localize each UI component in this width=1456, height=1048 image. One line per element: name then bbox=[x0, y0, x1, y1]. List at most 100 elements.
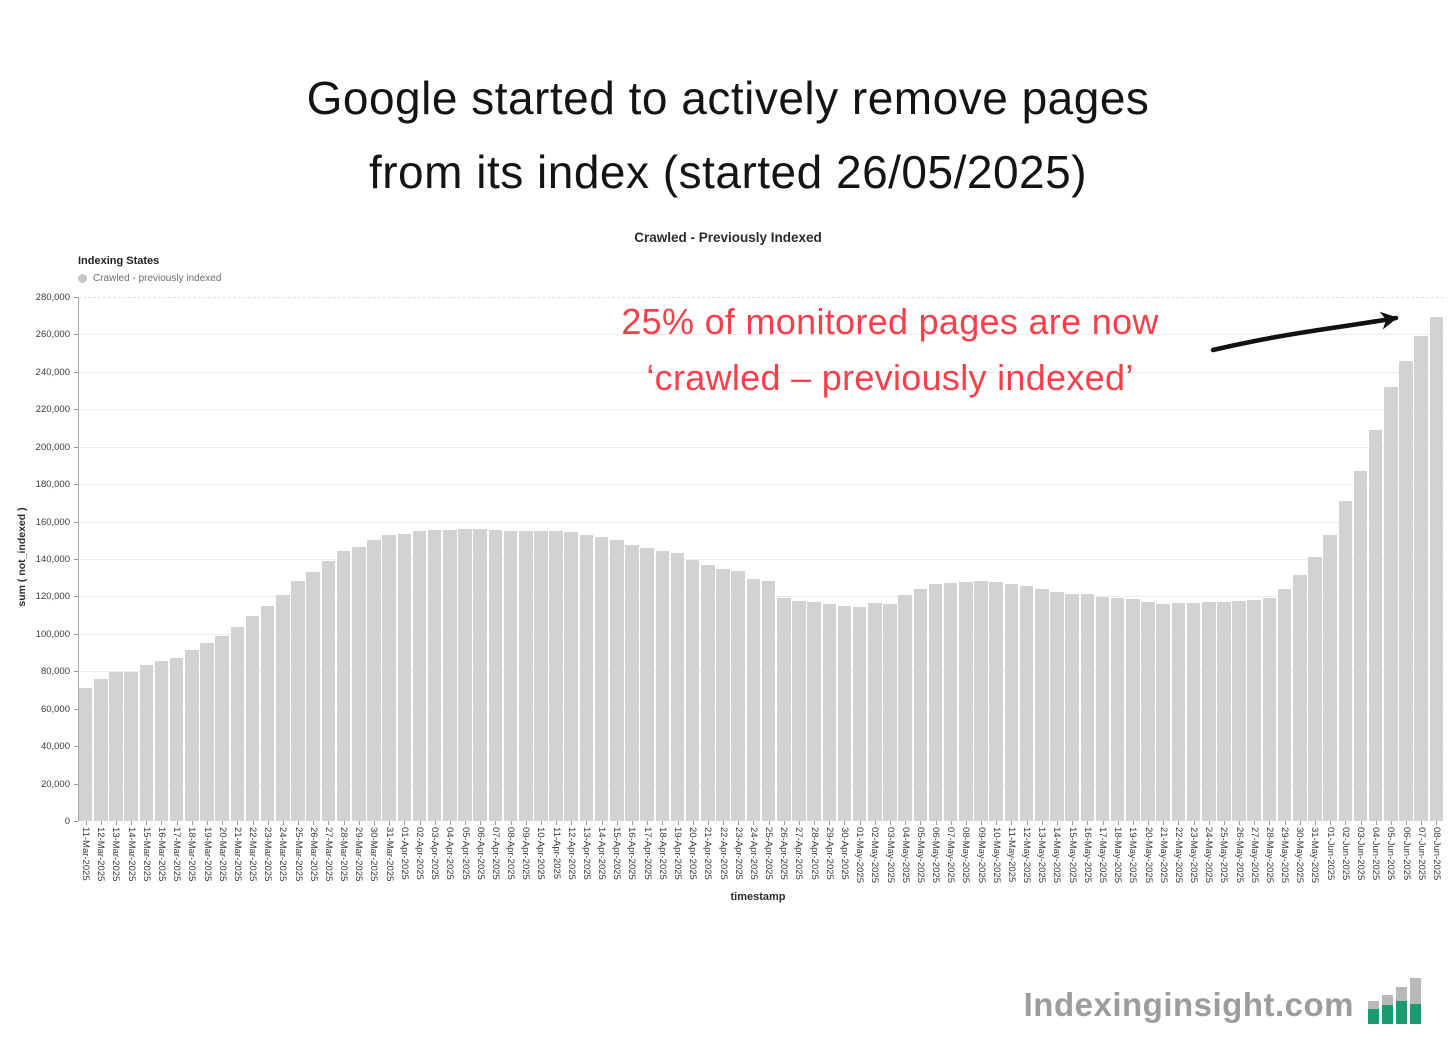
bar[interactable] bbox=[943, 583, 958, 821]
bar[interactable] bbox=[1399, 360, 1413, 821]
bar[interactable] bbox=[1247, 600, 1262, 821]
bar[interactable] bbox=[78, 688, 93, 821]
bar[interactable] bbox=[518, 530, 533, 821]
bar[interactable] bbox=[412, 530, 427, 821]
bar[interactable] bbox=[868, 602, 882, 821]
bar[interactable] bbox=[852, 606, 867, 821]
bar[interactable] bbox=[473, 529, 487, 821]
bar[interactable] bbox=[367, 540, 381, 821]
bar[interactable] bbox=[443, 529, 457, 821]
bar[interactable] bbox=[640, 547, 654, 821]
bar[interactable] bbox=[974, 581, 988, 821]
bar[interactable] bbox=[1293, 574, 1307, 821]
bar[interactable] bbox=[579, 534, 594, 821]
brand-link[interactable]: Indexinginsight.com bbox=[1023, 986, 1354, 1023]
bar[interactable] bbox=[185, 649, 199, 821]
bar[interactable] bbox=[959, 582, 973, 821]
bar[interactable] bbox=[610, 540, 624, 821]
x-axis-tick bbox=[571, 821, 573, 825]
bar[interactable] bbox=[594, 537, 609, 821]
bar[interactable] bbox=[883, 603, 897, 821]
bar[interactable] bbox=[1232, 601, 1246, 821]
bar[interactable] bbox=[655, 550, 670, 821]
bar[interactable] bbox=[1201, 602, 1216, 821]
bar[interactable] bbox=[1308, 557, 1322, 821]
bar[interactable] bbox=[1126, 599, 1140, 821]
bar[interactable] bbox=[503, 530, 518, 821]
bar[interactable] bbox=[670, 553, 685, 821]
bar[interactable] bbox=[1035, 588, 1049, 821]
bar[interactable] bbox=[1429, 316, 1444, 821]
bar[interactable] bbox=[124, 672, 138, 821]
bar[interactable] bbox=[898, 594, 912, 821]
bar[interactable] bbox=[260, 605, 275, 821]
bar[interactable] bbox=[761, 580, 776, 821]
bar[interactable] bbox=[93, 678, 108, 821]
bar[interactable] bbox=[382, 534, 396, 821]
bar[interactable] bbox=[746, 578, 761, 821]
x-axis-tick-label: 17-Mar-2025 bbox=[171, 827, 183, 882]
bar[interactable] bbox=[306, 572, 321, 821]
bar[interactable] bbox=[534, 530, 548, 821]
bar[interactable] bbox=[321, 560, 336, 821]
bar[interactable] bbox=[776, 598, 791, 821]
x-axis-tick-label: 08-Jun-2025 bbox=[1430, 827, 1442, 881]
bar[interactable] bbox=[1110, 598, 1125, 821]
bar[interactable] bbox=[245, 616, 260, 821]
gridline bbox=[78, 783, 1444, 785]
bar[interactable] bbox=[230, 627, 245, 821]
bar[interactable] bbox=[1384, 386, 1398, 821]
bar[interactable] bbox=[352, 546, 366, 821]
bar[interactable] bbox=[1050, 591, 1064, 821]
bar[interactable] bbox=[427, 529, 442, 821]
bar[interactable] bbox=[1323, 534, 1337, 821]
bar[interactable] bbox=[1095, 597, 1110, 821]
bar[interactable] bbox=[716, 569, 730, 821]
bar[interactable] bbox=[792, 601, 806, 821]
bar[interactable] bbox=[1080, 593, 1095, 821]
x-axis-tick-label: 24-Apr-2025 bbox=[747, 827, 759, 880]
bar[interactable] bbox=[701, 564, 715, 821]
bar[interactable] bbox=[1004, 584, 1019, 821]
bar[interactable] bbox=[1368, 429, 1383, 821]
bar[interactable] bbox=[215, 635, 229, 821]
bar[interactable] bbox=[458, 529, 472, 821]
x-axis-tick-label: 12-Apr-2025 bbox=[565, 827, 577, 880]
bar[interactable] bbox=[625, 544, 639, 821]
bar[interactable] bbox=[807, 602, 821, 821]
bar[interactable] bbox=[1353, 471, 1368, 821]
bar[interactable] bbox=[1171, 602, 1186, 821]
bar[interactable] bbox=[1338, 500, 1353, 821]
bar[interactable] bbox=[1414, 336, 1428, 821]
bar[interactable] bbox=[200, 643, 214, 821]
bar[interactable] bbox=[397, 533, 412, 821]
bar[interactable] bbox=[154, 660, 169, 821]
bar[interactable] bbox=[913, 588, 928, 821]
bar[interactable] bbox=[488, 529, 503, 821]
bar[interactable] bbox=[1217, 602, 1231, 821]
bar[interactable] bbox=[291, 580, 305, 821]
bar[interactable] bbox=[1065, 593, 1079, 821]
bar[interactable] bbox=[336, 550, 351, 821]
bar[interactable] bbox=[1156, 603, 1170, 821]
bar[interactable] bbox=[837, 605, 852, 821]
bar[interactable] bbox=[731, 571, 745, 821]
bar[interactable] bbox=[928, 584, 943, 821]
bar[interactable] bbox=[109, 672, 123, 821]
bar[interactable] bbox=[276, 594, 290, 821]
bar[interactable] bbox=[1141, 602, 1155, 821]
bar[interactable] bbox=[1277, 588, 1292, 821]
bar[interactable] bbox=[549, 530, 563, 821]
bar[interactable] bbox=[1186, 602, 1201, 821]
bar[interactable] bbox=[685, 559, 700, 821]
bar[interactable] bbox=[1019, 586, 1034, 821]
bar[interactable] bbox=[1262, 598, 1277, 821]
x-axis-tick-label: 05-May-2025 bbox=[914, 827, 926, 883]
bar[interactable] bbox=[169, 658, 184, 821]
x-axis-tick bbox=[1314, 821, 1316, 825]
bar[interactable] bbox=[564, 531, 579, 821]
bar[interactable] bbox=[139, 664, 154, 821]
bar[interactable] bbox=[989, 582, 1004, 821]
bar[interactable] bbox=[822, 603, 837, 821]
x-axis-tick-label: 29-Mar-2025 bbox=[353, 827, 365, 882]
